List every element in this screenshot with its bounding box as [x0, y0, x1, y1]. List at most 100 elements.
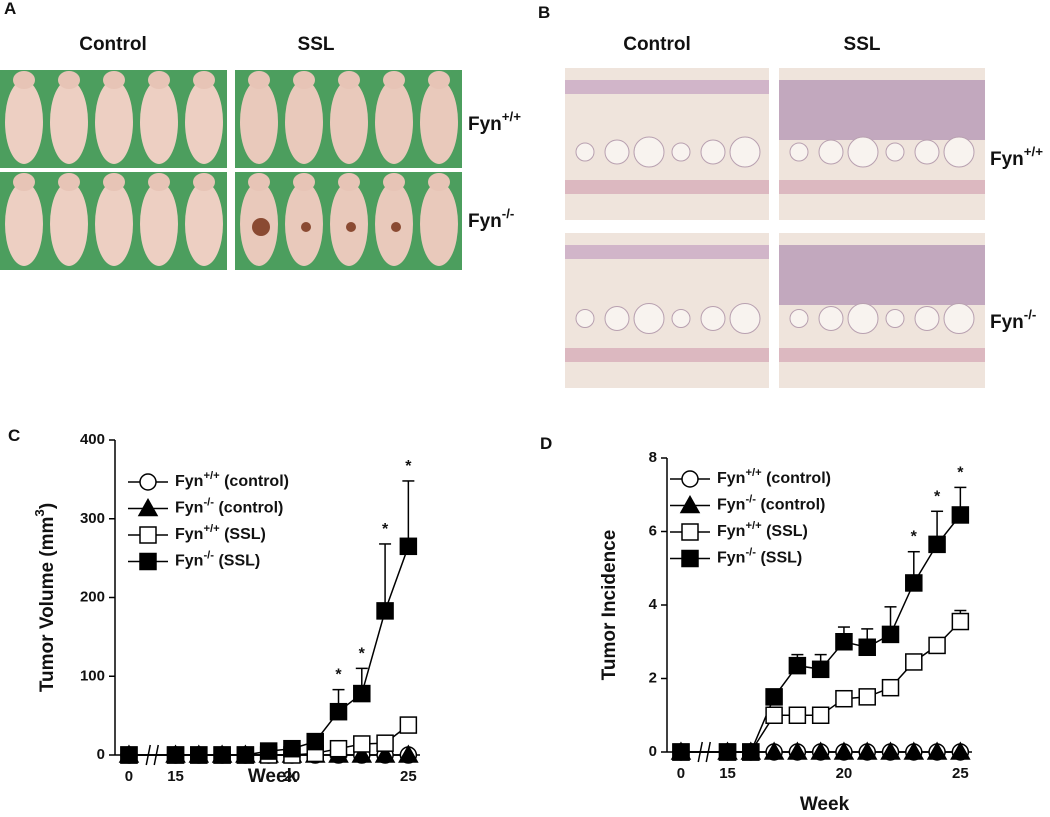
mouse-head — [103, 173, 125, 191]
follicle — [671, 142, 691, 162]
mouse-head — [13, 173, 35, 191]
mouse — [330, 80, 368, 164]
marker — [787, 741, 808, 760]
row-label: Fyn-/- — [468, 206, 514, 232]
follicle — [671, 309, 691, 328]
follicle — [700, 139, 726, 165]
mouse — [240, 80, 278, 164]
marker — [905, 653, 923, 671]
marker — [926, 741, 948, 760]
mouse — [185, 182, 223, 266]
tumor — [252, 218, 270, 236]
marker — [399, 537, 418, 556]
follicle — [943, 303, 975, 334]
mouse-head — [293, 71, 315, 89]
x-tick-label: 25 — [400, 768, 417, 785]
follicle — [818, 139, 844, 165]
mouse-head — [293, 173, 315, 191]
significance: * — [957, 465, 964, 482]
marker — [881, 678, 900, 697]
y-tick-label: 0 — [649, 743, 657, 760]
marker — [951, 506, 970, 524]
tumor — [301, 222, 311, 232]
mouse-head — [148, 71, 170, 89]
epidermis — [565, 245, 769, 259]
mouse-head — [428, 173, 450, 191]
legend-marker — [681, 470, 699, 488]
epidermis — [779, 245, 985, 305]
follicle — [633, 303, 665, 334]
marker — [376, 602, 394, 620]
y-tick-label: 300 — [80, 510, 105, 527]
follicle — [847, 136, 879, 168]
mouse-head — [193, 173, 215, 191]
marker — [811, 660, 830, 679]
marker — [763, 741, 785, 760]
marker — [353, 684, 371, 703]
marker — [398, 744, 419, 763]
series-line — [129, 546, 410, 756]
x-tick-label: 0 — [125, 768, 133, 785]
muscle — [565, 180, 769, 194]
marker — [858, 638, 876, 657]
muscle — [779, 180, 985, 194]
y-tick-label: 4 — [649, 596, 658, 613]
follicle — [885, 142, 905, 162]
row-label: Fyn+/+ — [990, 144, 1043, 170]
panel-label: A — [4, 0, 16, 18]
y-tick-label: 8 — [649, 449, 657, 466]
marker — [835, 689, 853, 708]
mouse-head — [383, 173, 405, 191]
legend-marker — [139, 526, 157, 544]
follicle — [575, 309, 595, 328]
follicle — [943, 136, 975, 168]
mouse-head — [248, 173, 270, 191]
mouse-head — [383, 71, 405, 89]
mouse-head — [58, 71, 80, 89]
mouse — [185, 80, 223, 164]
y-tick-label: 200 — [80, 588, 105, 605]
follicle — [818, 306, 844, 331]
follicle — [633, 136, 665, 168]
marker — [329, 739, 348, 758]
mouse — [95, 80, 133, 164]
epidermis — [565, 80, 769, 94]
legend-marker — [139, 473, 157, 491]
mouse-head — [338, 173, 360, 191]
panel-label: D — [540, 434, 552, 453]
series-line — [681, 620, 961, 753]
x-tick-label: 15 — [167, 768, 184, 785]
marker — [810, 741, 831, 760]
error-bar — [402, 480, 415, 547]
legend-label: Fyn+/+ (SSL) — [175, 523, 266, 543]
follicle — [789, 309, 809, 328]
marker — [881, 625, 900, 644]
legend-marker — [679, 494, 701, 514]
y-tick-label: 400 — [80, 431, 105, 448]
mouse — [95, 182, 133, 266]
follicle — [604, 306, 630, 331]
legend-marker — [681, 549, 699, 568]
marker — [811, 706, 830, 724]
column-label: Control — [79, 34, 147, 55]
follicle — [729, 303, 761, 334]
marker — [835, 633, 853, 651]
marker — [788, 656, 807, 675]
y-axis-label: Tumor Incidence — [599, 530, 620, 681]
significance: * — [405, 458, 412, 475]
legend-label: Fyn-/- (control) — [717, 493, 825, 513]
column-label: SSL — [298, 34, 335, 55]
marker — [718, 743, 737, 761]
x-tick-label: 0 — [677, 765, 685, 782]
marker — [374, 744, 396, 763]
error-bar — [379, 543, 392, 611]
row-label: Fyn-/- — [990, 307, 1036, 333]
significance: * — [911, 529, 918, 546]
mouse — [140, 182, 178, 266]
y-tick-label: 100 — [80, 667, 105, 684]
mouse-head — [13, 71, 35, 89]
legend-label: Fyn+/+ (SSL) — [717, 520, 808, 540]
marker — [950, 741, 971, 760]
marker — [306, 732, 324, 751]
